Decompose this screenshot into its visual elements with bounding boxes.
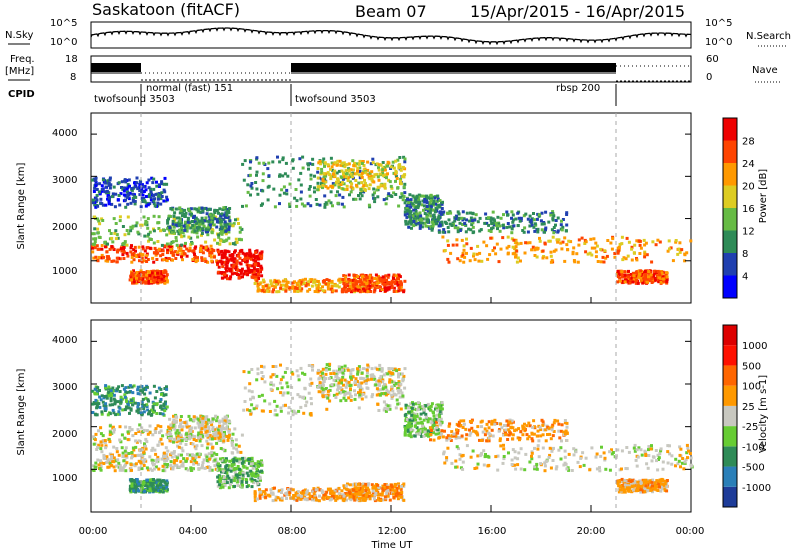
velocity-ytick-3000: 3000 [52, 382, 78, 393]
site-title: Saskatoon (fitACF) [92, 0, 241, 19]
nave-label: Nave [752, 65, 778, 76]
velocity-colorbar-seg-0 [723, 486, 737, 507]
time-tick-16: 16:00 [477, 526, 507, 537]
velocity-colorbar-tick-4: -25 [742, 422, 758, 433]
velocity-ytick-1000: 1000 [52, 473, 78, 484]
power-ytick-3000: 3000 [52, 175, 78, 186]
power-colorbar-tick-1: 8 [742, 249, 748, 260]
cpid-mode-1: twofsound 3503 [94, 94, 175, 105]
nave-tick-top: 60 [706, 54, 719, 65]
time-tick-20: 20:00 [576, 526, 606, 537]
velocity-colorbar-seg-6 [723, 365, 737, 386]
velocity-colorbar-tick-0: 1000 [742, 341, 767, 352]
nsearch-label: N.Search [746, 31, 792, 42]
velocity-ytick-4000: 4000 [52, 335, 78, 346]
time-axis-label: Time UT [371, 540, 413, 551]
nsearch-tick-bottom: 10^0 [705, 37, 733, 48]
power-ytick-1000: 1000 [52, 266, 78, 277]
time-tick-08: 08:00 [277, 526, 307, 537]
velocity-colorbar-seg-2 [723, 446, 737, 467]
velocity-colorbar-seg-5 [723, 385, 737, 406]
nave-tick-bottom: 0 [706, 72, 713, 83]
power-colorbar-tick-3: 16 [742, 204, 755, 215]
freq-block-1 [91, 63, 141, 72]
nsky-tick-bottom: 10^0 [50, 37, 78, 48]
nsearch-tick-top: 10^5 [705, 18, 733, 29]
velocity-colorbar-tick-5: -100 [742, 442, 765, 453]
velocity-frame [90, 319, 692, 513]
nsky-trace [90, 27, 692, 46]
power-colorbar-seg-6 [723, 140, 737, 163]
velocity-colorbar-seg-8 [723, 325, 737, 346]
power-colorbar-seg-0 [723, 275, 737, 298]
power-colorbar-seg-3 [723, 208, 737, 231]
power-ytick-2000: 2000 [52, 222, 78, 233]
velocity-colorbar-seg-1 [723, 466, 737, 487]
velocity-colorbar-tick-7: -1000 [742, 483, 771, 494]
time-tick-00: 00:00 [78, 526, 108, 537]
velocity-colorbar-tick-6: -500 [742, 463, 765, 474]
nsky-tick-top: 10^5 [50, 18, 78, 29]
power-colorbar-frame [722, 117, 738, 299]
power-colorbar-tick-4: 20 [742, 182, 755, 193]
velocity-colorbar-tick-1: 500 [742, 361, 761, 372]
power-ytick-4000: 4000 [52, 128, 78, 139]
time-tick-04: 04:00 [178, 526, 208, 537]
nsky-frame [90, 21, 692, 49]
power-colorbar-seg-5 [723, 163, 737, 186]
freq-block-4 [616, 71, 691, 80]
nsky-label: N.Sky [5, 30, 34, 41]
power-colorbar-tick-6: 28 [742, 137, 755, 148]
velocity-colorbar-seg-7 [723, 345, 737, 366]
cpid-label: CPID [8, 89, 35, 100]
velocity-colorbar-seg-3 [723, 426, 737, 447]
cpid-mode-3: twofsound 3503 [295, 94, 376, 105]
cpid-mode-2: normal (fast) 151 [146, 83, 234, 94]
power-colorbar-tick-5: 24 [742, 159, 755, 170]
velocity-colorbar-frame [722, 324, 738, 508]
power-echoes [91, 155, 693, 294]
freq-block-2 [141, 70, 291, 79]
freq-tick-bottom: 8 [70, 72, 77, 83]
power-colorbar-seg-4 [723, 185, 737, 208]
beam-label: Beam 07 [355, 2, 427, 21]
freq-unit: [MHz] [5, 66, 35, 77]
freq-block-3 [291, 63, 616, 72]
power-colorbar-seg-1 [723, 253, 737, 276]
velocity-colorbar-tick-2: 100 [742, 382, 761, 393]
freq-tick-top: 18 [65, 54, 78, 65]
cpid-mode-4: rbsp 200 [556, 83, 601, 94]
power-colorbar-seg-2 [723, 230, 737, 253]
date-range: 15/Apr/2015 - 16/Apr/2015 [470, 2, 686, 21]
velocity-colorbar-seg-4 [723, 405, 737, 427]
power-colorbar-tick-2: 12 [742, 227, 755, 238]
velocity-echoes [91, 362, 694, 503]
freq-label: Freq. [10, 54, 35, 65]
time-tick-24: 00:00 [675, 526, 705, 537]
velocity-ytick-2000: 2000 [52, 429, 78, 440]
power-colorbar-tick-0: 4 [742, 272, 748, 283]
time-tick-12: 12:00 [377, 526, 407, 537]
velocity-colorbar-tick-3: 25 [742, 402, 755, 413]
power-colorbar-seg-7 [723, 118, 737, 141]
